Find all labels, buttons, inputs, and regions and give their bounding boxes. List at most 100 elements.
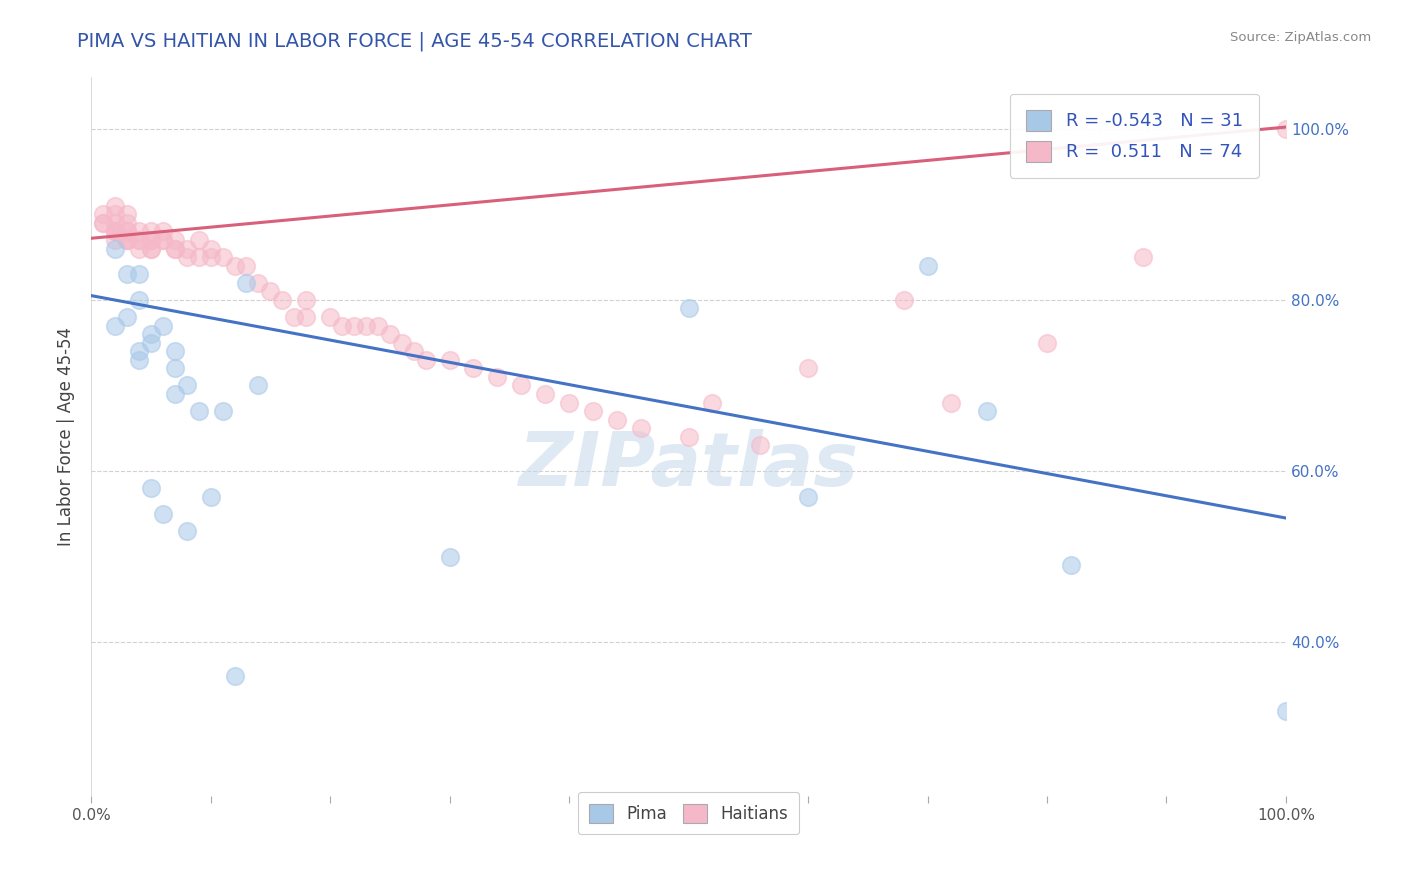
Text: ZIPatlas: ZIPatlas <box>519 429 859 502</box>
Point <box>139 233 162 247</box>
Point <box>439 352 461 367</box>
Point <box>91 207 114 221</box>
Point <box>797 361 820 376</box>
Point <box>115 224 138 238</box>
Point <box>235 259 257 273</box>
Point <box>128 352 150 367</box>
Point <box>235 276 257 290</box>
Point <box>283 310 305 324</box>
Point <box>139 242 162 256</box>
Point <box>330 318 353 333</box>
Point <box>319 310 342 324</box>
Point <box>128 242 150 256</box>
Point <box>402 344 425 359</box>
Point <box>247 378 270 392</box>
Point <box>1275 121 1298 136</box>
Point <box>224 259 246 273</box>
Point <box>115 207 138 221</box>
Point <box>139 224 162 238</box>
Point <box>128 233 150 247</box>
Point <box>91 216 114 230</box>
Point <box>139 327 162 342</box>
Point <box>128 233 150 247</box>
Point <box>187 233 209 247</box>
Point <box>678 301 700 316</box>
Point <box>104 199 127 213</box>
Point <box>211 404 233 418</box>
Point <box>211 250 233 264</box>
Point <box>367 318 389 333</box>
Point <box>941 395 963 409</box>
Legend: Pima, Haitians: Pima, Haitians <box>578 792 800 835</box>
Point <box>91 216 114 230</box>
Point <box>115 224 138 238</box>
Point <box>271 293 294 307</box>
Point <box>152 507 174 521</box>
Point <box>163 233 186 247</box>
Point <box>378 327 401 342</box>
Point <box>247 276 270 290</box>
Point <box>295 310 318 324</box>
Point <box>678 430 700 444</box>
Point <box>534 387 557 401</box>
Text: Source: ZipAtlas.com: Source: ZipAtlas.com <box>1230 31 1371 45</box>
Point <box>702 395 724 409</box>
Point <box>1060 558 1083 573</box>
Point <box>128 293 150 307</box>
Point <box>139 481 162 495</box>
Point <box>104 207 127 221</box>
Point <box>439 549 461 564</box>
Point <box>176 378 198 392</box>
Point <box>510 378 533 392</box>
Point <box>163 242 186 256</box>
Point <box>163 344 186 359</box>
Point <box>749 438 772 452</box>
Point <box>176 242 198 256</box>
Point <box>115 233 138 247</box>
Point <box>163 242 186 256</box>
Point <box>115 233 138 247</box>
Point <box>176 524 198 538</box>
Point <box>224 669 246 683</box>
Point <box>187 404 209 418</box>
Point <box>200 250 222 264</box>
Point <box>391 335 413 350</box>
Point <box>486 370 509 384</box>
Point <box>139 233 162 247</box>
Point <box>558 395 581 409</box>
Point <box>139 242 162 256</box>
Point <box>152 224 174 238</box>
Point <box>115 310 138 324</box>
Point <box>128 224 150 238</box>
Point <box>797 490 820 504</box>
Point <box>163 387 186 401</box>
Point <box>152 233 174 247</box>
Point <box>343 318 366 333</box>
Point <box>259 285 281 299</box>
Point <box>104 224 127 238</box>
Point <box>917 259 939 273</box>
Point <box>163 361 186 376</box>
Point <box>582 404 605 418</box>
Text: PIMA VS HAITIAN IN LABOR FORCE | AGE 45-54 CORRELATION CHART: PIMA VS HAITIAN IN LABOR FORCE | AGE 45-… <box>77 31 752 51</box>
Point <box>463 361 485 376</box>
Point <box>200 242 222 256</box>
Point <box>1275 704 1298 718</box>
Point <box>354 318 377 333</box>
Point <box>152 318 174 333</box>
Point <box>606 412 628 426</box>
Point <box>139 335 162 350</box>
Point <box>200 490 222 504</box>
Point <box>630 421 652 435</box>
Point <box>1132 250 1154 264</box>
Y-axis label: In Labor Force | Age 45-54: In Labor Force | Age 45-54 <box>58 327 75 546</box>
Point <box>115 267 138 281</box>
Point <box>104 224 127 238</box>
Point <box>104 224 127 238</box>
Point <box>128 267 150 281</box>
Point <box>104 318 127 333</box>
Point <box>104 233 127 247</box>
Point <box>104 216 127 230</box>
Point <box>152 233 174 247</box>
Point <box>415 352 437 367</box>
